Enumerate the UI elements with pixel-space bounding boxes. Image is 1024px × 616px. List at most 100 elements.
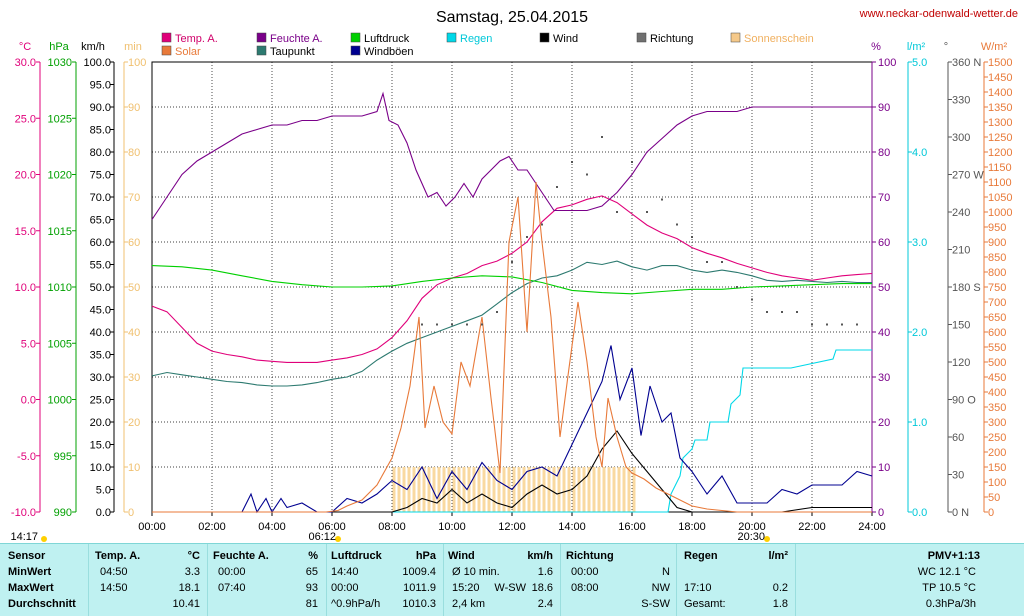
point-richtung xyxy=(451,323,453,326)
legend-swatch-sunshine xyxy=(730,32,741,43)
humidity-axis-tick-label: 10 xyxy=(878,462,890,474)
chart-title: Samstag, 25.04.2015 xyxy=(436,9,588,26)
series-line-solar xyxy=(152,181,872,513)
direction-axis-tick-label: 90 O xyxy=(952,395,976,407)
direction-axis-tick-label: 30 xyxy=(952,470,964,482)
solar-axis-tick-label: 450 xyxy=(988,372,1006,384)
legend-swatch-humidity xyxy=(256,32,267,43)
point-richtung xyxy=(766,311,768,313)
sunshine-bar xyxy=(432,467,436,512)
solar-axis-tick-label: 350 xyxy=(988,402,1006,414)
sunshine-bar xyxy=(472,467,476,512)
stats-header-3: Luftdruck xyxy=(331,550,382,562)
point-richtung xyxy=(511,261,513,263)
legend-swatch-temp xyxy=(161,32,172,43)
wind-axis-tick-label: 90.0 xyxy=(90,102,111,114)
sunshine-bar xyxy=(537,467,541,512)
moon-icon xyxy=(41,536,47,542)
solar-axis-tick-label: 550 xyxy=(988,342,1006,354)
solar-axis-tick-label: 900 xyxy=(988,237,1006,249)
point-richtung xyxy=(661,198,663,201)
solar-axis-tick-label: 1500 xyxy=(988,57,1012,69)
humidity-axis-tick-label: 80 xyxy=(878,147,890,159)
humidity-axis-tick-label: 70 xyxy=(878,192,890,204)
stats-header-5: Richtung xyxy=(566,550,614,562)
sunset-time: 20:30 xyxy=(737,531,765,543)
stats-separator xyxy=(676,544,677,616)
sunshine-bar xyxy=(572,467,576,512)
wind-axis-tick-label: 60.0 xyxy=(90,237,111,249)
humidity-value: 93 xyxy=(305,582,318,594)
sunshine-bar xyxy=(592,467,596,512)
sunshine-axis-tick-label: 90 xyxy=(128,102,140,114)
pressure-value: 1009.4 xyxy=(402,566,436,578)
series-line-luftdruck xyxy=(151,265,872,295)
solar-axis-unit: W/m² xyxy=(981,41,1008,53)
legend-label-wind: Wind xyxy=(553,33,578,45)
wind-axis-unit: km/h xyxy=(81,41,105,53)
wind-value: 1.6 xyxy=(537,566,553,578)
rain-time: 17:10 xyxy=(684,582,712,594)
sunshine-bar xyxy=(457,467,461,512)
rain-axis-unit: l/m² xyxy=(907,41,926,53)
x-tick-label: 24:00 xyxy=(858,521,886,533)
sunshine-bar xyxy=(467,467,471,512)
wind-time: 2,4 km xyxy=(452,598,486,610)
direction-axis-tick-label: 330 xyxy=(952,95,970,107)
point-richtung xyxy=(781,311,783,313)
sunshine-bar xyxy=(577,467,581,512)
solar-axis-tick-label: 1200 xyxy=(988,147,1012,159)
sunshine-bar xyxy=(412,467,416,512)
direction-axis-tick-label: 360 N xyxy=(952,57,981,69)
temp-axis-tick-label: -10.0 xyxy=(11,507,36,519)
stats-unit-4: km/h xyxy=(527,550,553,562)
temp-time: 04:50 xyxy=(100,566,128,578)
series-line-feuchte-a xyxy=(151,91,872,220)
temp-axis-tick-label: -5.0 xyxy=(17,451,36,463)
humidity-axis-tick-label: 20 xyxy=(878,417,890,429)
pressure-time: ^0.9hPa/h xyxy=(331,598,381,610)
wind-value: 18.6 xyxy=(531,582,553,594)
direction-value: N xyxy=(662,566,670,578)
sunshine-axis-tick-label: 50 xyxy=(128,282,140,294)
legend-swatch-solar xyxy=(161,45,172,56)
x-tick-label: 16:00 xyxy=(618,521,646,533)
site-url[interactable]: www.neckar-odenwald-wetter.de xyxy=(859,8,1018,20)
x-tick-label: 14:00 xyxy=(558,521,586,533)
stats-header-6: Regen xyxy=(684,550,718,562)
point-richtung xyxy=(556,186,558,188)
pressure-time: 00:00 xyxy=(331,582,359,594)
solar-axis-tick-label: 650 xyxy=(988,312,1006,324)
stats-separator xyxy=(795,544,796,616)
solar-axis-tick-label: 0 xyxy=(988,507,994,519)
legend-label-dewpoint: Taupunkt xyxy=(270,46,315,58)
sunshine-axis-tick-label: 40 xyxy=(128,327,140,339)
wind-axis-tick-label: 100.0 xyxy=(83,57,111,69)
sunshine-bar xyxy=(607,467,611,512)
direction-value: NW xyxy=(651,582,670,594)
series-line-regen xyxy=(152,349,872,513)
sunset-icon xyxy=(764,536,770,542)
temp-value: 10.41 xyxy=(172,598,200,610)
wind-axis-tick-label: 55.0 xyxy=(90,260,111,272)
solar-axis-tick-label: 1150 xyxy=(988,162,1012,174)
humidity-time: 00:00 xyxy=(218,566,246,578)
legend-swatch-rain xyxy=(446,32,457,43)
sunshine-axis-tick-label: 80 xyxy=(128,147,140,159)
stats-row-label: Durchschnitt xyxy=(8,598,76,610)
sunshine-bar xyxy=(502,467,506,512)
direction-axis-tick-label: 60 xyxy=(952,432,964,444)
pressure-axis-tick-label: 1000 xyxy=(48,395,72,407)
solar-axis-tick-label: 50 xyxy=(988,492,1000,504)
sunshine-bar xyxy=(507,467,511,512)
solar-axis-tick-label: 1000 xyxy=(988,207,1012,219)
point-richtung xyxy=(796,311,798,313)
rain-value: 0.2 xyxy=(772,582,788,594)
moon-time: 14:17 xyxy=(10,531,38,543)
wind-axis-tick-label: 75.0 xyxy=(90,170,111,182)
pressure-axis-tick-label: 990 xyxy=(54,507,72,519)
x-tick-label: 18:00 xyxy=(678,521,706,533)
humidity-axis-tick-label: 50 xyxy=(878,282,890,294)
stats-separator xyxy=(560,544,561,616)
pressure-value: 1010.3 xyxy=(402,598,436,610)
